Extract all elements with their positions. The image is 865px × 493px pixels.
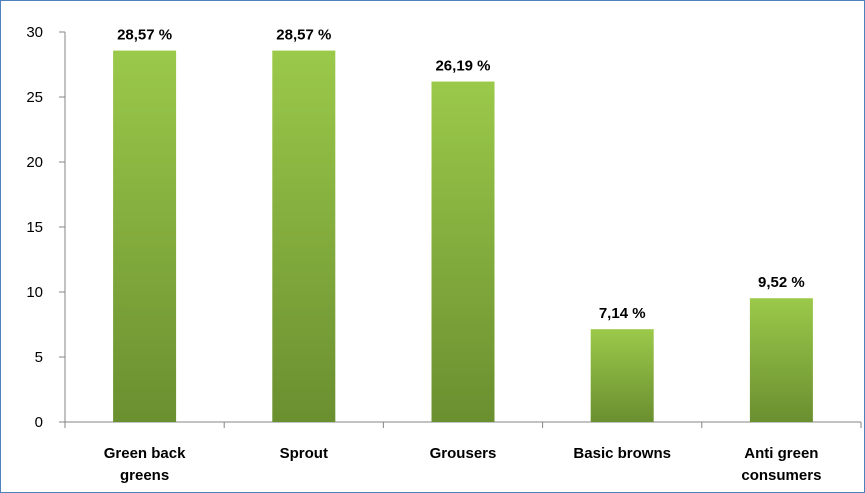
data-label: 28,57 %: [117, 27, 172, 44]
y-tick-label: 15: [26, 219, 43, 236]
x-category-label: Anti green: [744, 445, 818, 462]
y-tick-label: 5: [35, 349, 43, 366]
data-label: 7,14 %: [599, 305, 646, 322]
y-tick-label: 10: [26, 284, 43, 301]
x-category-label: Green back: [104, 445, 186, 462]
data-label: 26,19 %: [435, 58, 490, 75]
y-tick-label: 25: [26, 89, 43, 106]
bar: [272, 50, 336, 423]
x-category-label: greens: [120, 467, 169, 484]
x-category-label: Grousers: [430, 445, 497, 462]
bar: [431, 81, 495, 422]
x-category-label: Basic browns: [573, 445, 671, 462]
data-label: 28,57 %: [276, 27, 331, 44]
y-tick-label: 20: [26, 154, 43, 171]
bar: [590, 329, 654, 422]
x-category-label: Sprout: [280, 445, 328, 462]
data-label: 9,52 %: [758, 274, 805, 291]
x-category-label: consumers: [741, 467, 821, 484]
bar: [113, 50, 177, 423]
y-tick-label: 0: [35, 414, 43, 431]
bar: [749, 298, 813, 422]
y-tick-label: 30: [26, 24, 43, 41]
